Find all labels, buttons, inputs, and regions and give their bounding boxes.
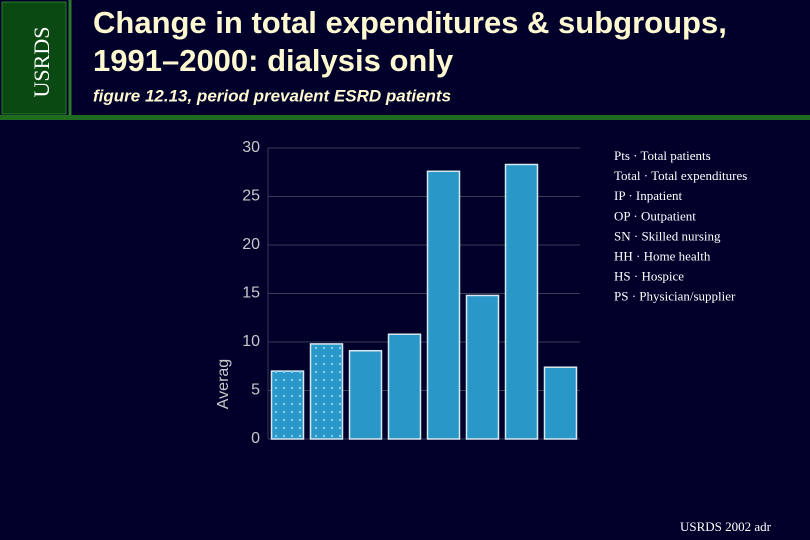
bar [543,366,578,440]
y-tick-label: 20 [242,236,260,253]
bar [348,349,383,440]
y-tick-label: 15 [242,285,260,302]
subtitle: figure 12.13, period prevalent ESRD pati… [93,86,451,105]
side-label: USRDS [29,27,54,98]
y-tick-label: 0 [251,430,260,447]
legend-note: Total · Total expenditures [614,168,747,183]
y-tick-label: 5 [251,382,260,399]
y-axis-label: Averag [215,359,232,409]
footer: USRDS 2002 adr [680,519,772,534]
legend-note: HH · Home health [614,248,711,263]
legend-note: OP · Outpatient [614,208,696,223]
bar [270,370,305,440]
legend-note: PS · Physician/supplier [614,289,736,304]
legend-note: IP · Inpatient [614,188,682,203]
legend-note: HS · Hospice [614,269,684,284]
legend-note: SN · Skilled nursing [614,228,721,243]
y-tick-label: 30 [242,139,260,156]
y-tick-label: 10 [242,333,260,350]
bar [387,333,422,440]
title-line: 1991–2000: dialysis only [93,43,454,78]
bar [465,294,500,440]
title-line: Change in total expenditures & subgroups… [93,5,727,40]
bar [309,343,344,440]
header-rule [0,115,810,120]
bar [426,170,461,440]
bar [504,163,539,440]
y-tick-label: 25 [242,188,260,205]
side-box [1,1,67,115]
legend-note: Pts · Total patients [614,148,711,163]
